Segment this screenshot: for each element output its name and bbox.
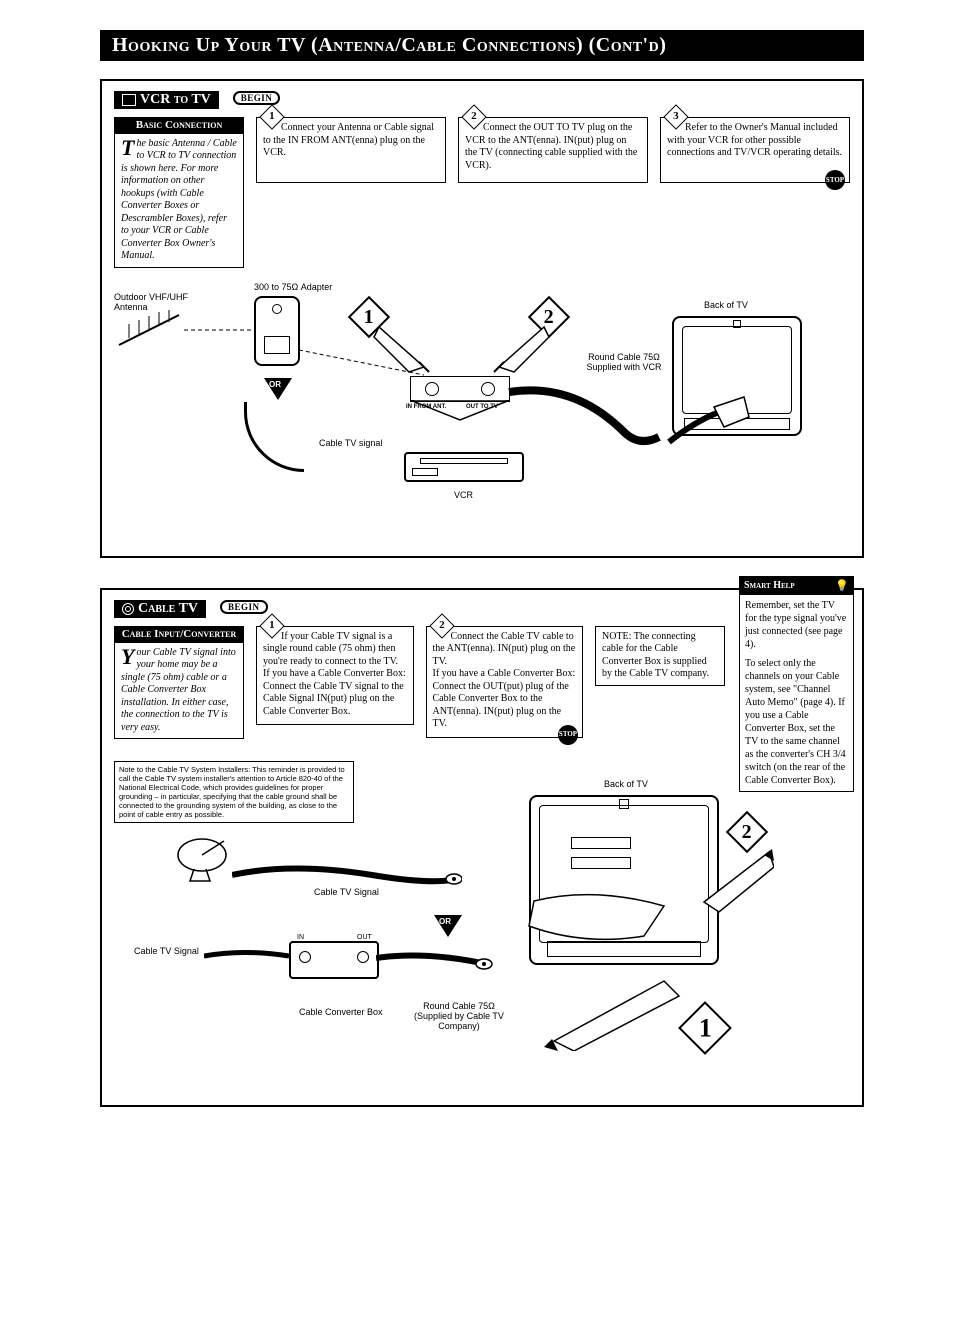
- label-round-cable: Round Cable 75Ω Supplied with VCR: [584, 352, 664, 372]
- converter-device: [289, 941, 379, 979]
- or-triangle-2: [434, 915, 462, 937]
- hand-icon-1: [369, 322, 439, 382]
- page-title: Hooking Up Your TV (Antenna/Cable Connec…: [100, 30, 864, 61]
- label-out: OUT: [357, 934, 372, 941]
- cable-left-icon: [204, 941, 294, 971]
- step-1-box: 1 Connect your Antenna or Cable signal t…: [256, 117, 446, 183]
- hand-icon-right: [684, 847, 774, 927]
- cable-input-body: Your Cable TV signal into your home may …: [121, 647, 237, 735]
- or-triangle: [264, 378, 292, 400]
- step-2-box: 2 Connect the OUT TO TV plug on the VCR …: [458, 117, 648, 183]
- tv-flap-icon: [524, 891, 674, 971]
- cable-top-icon: [232, 857, 462, 907]
- antenna-icon: [114, 310, 184, 350]
- label-vcr: VCR: [454, 490, 473, 500]
- stop-badge-2: STOP: [558, 725, 578, 745]
- label-cable-signal-bottom: Cable TV Signal: [134, 946, 199, 956]
- note-box: NOTE: The connecting cable for the Cable…: [595, 626, 725, 686]
- tv-cable-hand-icon: [664, 392, 754, 452]
- cable-input-box: Cable Input/Converter Your Cable TV sign…: [114, 626, 244, 739]
- stop-badge: STOP: [825, 170, 845, 190]
- cable-to-tv-icon: [504, 377, 664, 457]
- cable-step-1-box: 1 If your Cable TV signal is a single ro…: [256, 626, 414, 726]
- installer-note-box: Note to the Cable TV System Installers: …: [114, 761, 354, 823]
- step-3-box: 3 Refer to the Owner's Manual included w…: [660, 117, 850, 183]
- hand-icon-bottom: [544, 961, 694, 1051]
- label-adapter: 300 to 75Ω Adapter: [254, 282, 332, 292]
- section-label-vcr: VCR to TV: [114, 91, 219, 109]
- installer-note-text: Note to the Cable TV System Installers: …: [119, 765, 345, 819]
- basic-connection-body: The basic Antenna / Cable to VCR to TV c…: [121, 138, 237, 263]
- hand-icon-2: [484, 322, 554, 382]
- diagram-vcr: Outdoor VHF/UHF Antenna 300 to 75Ω Adapt…: [114, 282, 850, 542]
- cable-step-1-text: If your Cable TV signal is a single roun…: [263, 631, 407, 719]
- step-2-text: Connect the OUT TO TV plug on the VCR to…: [465, 122, 641, 172]
- label-converter: Cable Converter Box: [299, 1007, 383, 1017]
- lightbulb-icon: 💡: [835, 579, 849, 593]
- label-back-of-tv: Back of TV: [704, 300, 748, 310]
- section-label-text-2: Cable TV: [138, 601, 198, 617]
- smart-help-header: Smart Help 💡: [740, 577, 853, 595]
- diagram-cable: Note to the Cable TV System Installers: …: [114, 761, 850, 1091]
- smart-help-p1: Remember, set the TV for the type signal…: [745, 599, 848, 651]
- begin-pill-2: BEGIN: [220, 600, 268, 614]
- label-in: IN: [297, 934, 304, 941]
- vcr-top-plate: [410, 376, 510, 402]
- label-cable-signal: Cable TV signal: [319, 438, 382, 448]
- cable-step-2-text: Connect the Cable TV cable to the ANT(en…: [433, 631, 577, 731]
- begin-pill: BEGIN: [233, 91, 281, 105]
- cable-curve-1: [244, 402, 304, 472]
- plate-triangle-icon: [410, 400, 510, 422]
- cable-input-header: Cable Input/Converter: [115, 627, 243, 643]
- cable-icon: [122, 603, 134, 615]
- label-back-of-tv-2: Back of TV: [604, 779, 648, 789]
- step-1-text: Connect your Antenna or Cable signal to …: [263, 122, 439, 160]
- smart-help-box: Smart Help 💡 Remember, set the TV for th…: [739, 576, 854, 792]
- cable-right-icon: [376, 946, 496, 986]
- step-3-text: Refer to the Owner's Manual included wit…: [667, 122, 843, 160]
- label-round-cable-2: Round Cable 75Ω (Supplied by Cable TV Co…: [414, 1001, 504, 1031]
- basic-connection-box: Basic Connection The basic Antenna / Cab…: [114, 117, 244, 268]
- section-label-cable: Cable TV: [114, 600, 206, 618]
- label-antenna: Outdoor VHF/UHF Antenna: [114, 292, 194, 312]
- panel-vcr-to-tv: VCR to TV BEGIN Basic Connection The bas…: [100, 79, 864, 558]
- smart-help-title: Smart Help: [744, 579, 795, 592]
- tv-icon: [122, 94, 136, 106]
- cable-step-2-box: 2 Connect the Cable TV cable to the ANT(…: [426, 626, 584, 738]
- section-label-text: VCR to TV: [140, 92, 211, 108]
- panel-cable-tv: Cable TV BEGIN Smart Help 💡 Remember, se…: [100, 588, 864, 1107]
- basic-connection-header: Basic Connection: [115, 118, 243, 134]
